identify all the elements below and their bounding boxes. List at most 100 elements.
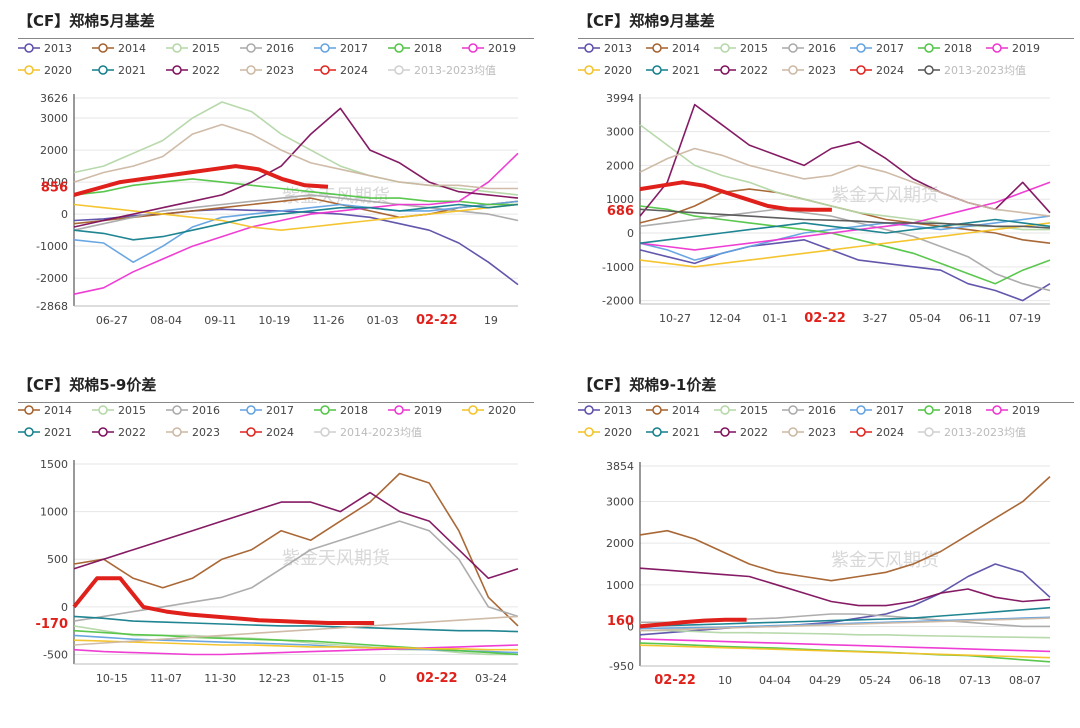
legend-item: 2018 — [388, 42, 442, 55]
legend-label: 2013 — [44, 42, 72, 55]
legend-item: 2020 — [578, 64, 632, 77]
legend-label: 2022 — [740, 64, 768, 77]
y-tick-label: 3000 — [606, 126, 634, 139]
legend-item: 2018 — [918, 404, 972, 417]
legend-item: 2019 — [462, 42, 516, 55]
legend-label: 2020 — [44, 64, 72, 77]
legend-label: 2020 — [604, 64, 632, 77]
x-tick-label: 08-04 — [150, 314, 182, 327]
series-line-2019 — [639, 638, 1051, 653]
legend-swatch-marker — [98, 405, 108, 415]
legend-swatch-marker — [468, 405, 478, 415]
legend-item: 2013 — [578, 404, 632, 417]
y-tick-label: 0 — [627, 620, 634, 633]
chart-title: 【CF】郑棉5月基差 — [18, 12, 155, 30]
legend-swatch-marker — [856, 43, 866, 53]
legend-item: 2016 — [782, 42, 836, 55]
y-tick-label: -500 — [43, 648, 68, 661]
legend-label: 2015 — [740, 42, 768, 55]
x-tick-label: 10 — [718, 674, 732, 687]
legend-label: 2015 — [118, 404, 146, 417]
watermark: 紫金天风期货 — [282, 548, 390, 569]
legend-swatch-marker — [652, 427, 662, 437]
series-line-2023 — [639, 147, 1051, 217]
legend-item: 2015 — [714, 42, 768, 55]
legend-item: 2013-2023均值 — [918, 426, 1026, 439]
series-line-2024 — [72, 576, 375, 625]
series-line-2024 — [73, 164, 329, 197]
x-tick-label: 11-07 — [150, 672, 182, 685]
y-tick-label: 2000 — [40, 144, 68, 157]
legend-item: 2019 — [388, 404, 442, 417]
legend-item: 2014-2023均值 — [314, 426, 422, 439]
x-tick-label: 05-24 — [859, 674, 891, 687]
legend-label: 2021 — [672, 64, 700, 77]
legend-item: 2017 — [240, 404, 294, 417]
series-line-2018 — [73, 178, 518, 206]
legend-swatch-marker — [924, 65, 934, 75]
legend-swatch-marker — [720, 427, 730, 437]
series-line-2017 — [639, 215, 1051, 261]
legend-label: 2013-2023均值 — [944, 426, 1026, 439]
legend-label: 2019 — [488, 42, 516, 55]
legend-label: 2022 — [740, 426, 768, 439]
y-tick-label: 3000 — [40, 112, 68, 125]
series-line-2021 — [73, 203, 519, 241]
legend-label: 2014 — [118, 42, 146, 55]
legend-label: 2024 — [876, 426, 904, 439]
x-tick-label: 09-11 — [204, 314, 236, 327]
legend-item: 2014 — [18, 404, 72, 417]
legend-label: 2013 — [604, 42, 632, 55]
chart-svg: 2014 2015 2016 2017 2018 2019 2020 2021 2022 2023… — [18, 404, 519, 686]
legend-label: 2017 — [340, 42, 368, 55]
legend-swatch-marker — [24, 43, 34, 53]
series-line-2020 — [73, 639, 518, 651]
legend-label: 2014 — [44, 404, 72, 417]
legend-swatch-marker — [720, 65, 730, 75]
legend-item: 2015 — [92, 404, 146, 417]
legend-swatch-marker — [652, 65, 662, 75]
legend-label: 2014 — [672, 42, 700, 55]
legend-item: 2024 — [240, 426, 294, 439]
legend-label: 2013 — [604, 404, 632, 417]
title-divider — [18, 38, 534, 39]
series-line-2022 — [639, 567, 1051, 607]
legend-swatch-marker — [924, 43, 934, 53]
legend-label: 2017 — [876, 42, 904, 55]
y-tick-label: 0 — [61, 601, 68, 614]
legend-swatch-marker — [720, 405, 730, 415]
current-value-label: 160 — [607, 614, 634, 629]
series-line-2018 — [639, 205, 1051, 285]
chart-svg: 2013 2014 2015 2016 2017 2018 2019 2020 2021 2022… — [578, 42, 1051, 326]
x-tick-label: 07-13 — [959, 674, 991, 687]
title-divider — [18, 402, 534, 403]
series-line-2019 — [73, 644, 519, 656]
legend-item: 2018 — [314, 404, 368, 417]
x-tick-label-highlight: 02-22 — [804, 311, 846, 326]
series-line-2020 — [639, 644, 1051, 659]
series-line-2023 — [73, 615, 519, 646]
legend-swatch-marker — [246, 405, 256, 415]
legend-swatch-marker — [320, 65, 330, 75]
series-line-2023 — [73, 123, 518, 190]
legend-swatch-marker — [584, 405, 594, 415]
legend-item: 2023 — [166, 426, 220, 439]
legend-label: 2019 — [1012, 404, 1040, 417]
legend-label: 2018 — [414, 42, 442, 55]
series-line-2020 — [73, 203, 519, 231]
legend-item: 2020 — [18, 64, 72, 77]
series-line-2014 — [639, 476, 1051, 582]
legend-swatch-marker — [98, 43, 108, 53]
legend-swatch-marker — [246, 43, 256, 53]
legend-swatch-marker — [172, 65, 182, 75]
legend-item: 2022 — [714, 426, 768, 439]
legend-item: 2020 — [462, 404, 516, 417]
legend-label: 2019 — [414, 404, 442, 417]
legend-label: 2020 — [604, 426, 632, 439]
x-tick-label: 19 — [484, 314, 498, 327]
x-tick-label: 05-04 — [909, 312, 941, 325]
y-tick-label: -1000 — [602, 261, 634, 274]
legend-item: 2021 — [646, 426, 700, 439]
legend-label: 2014 — [672, 404, 700, 417]
y-tick-label: 1000 — [40, 506, 68, 519]
